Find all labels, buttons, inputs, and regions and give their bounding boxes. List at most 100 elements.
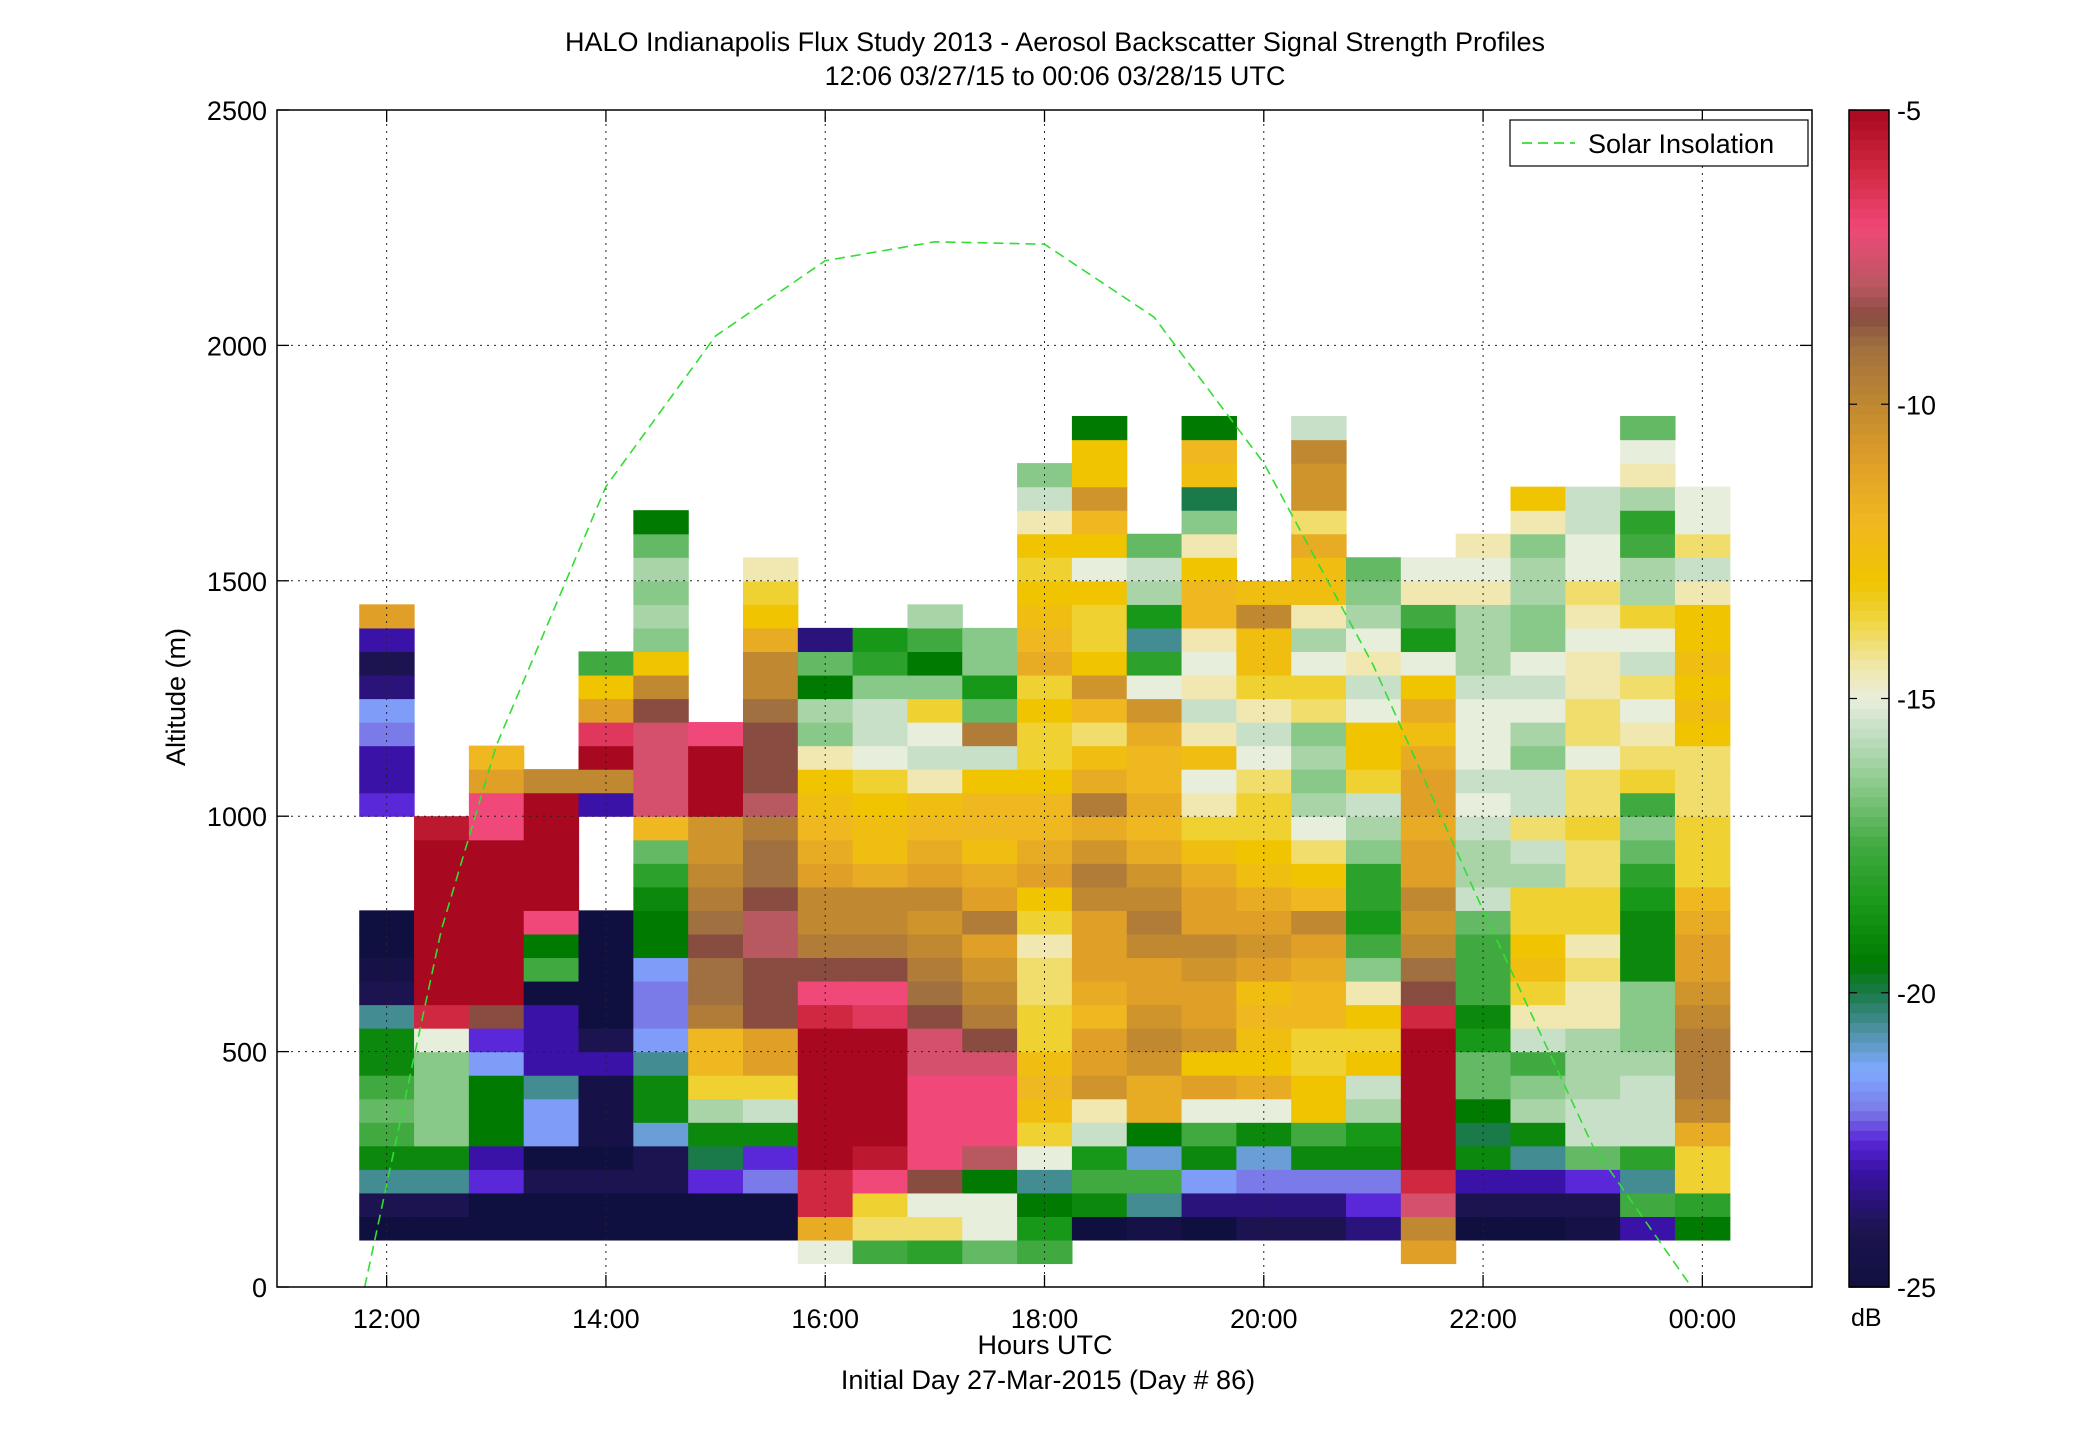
heatmap-cell: [1126, 745, 1183, 770]
heatmap-cell: [852, 698, 909, 723]
heatmap-cell: [907, 1145, 963, 1170]
heatmap-cell: [1236, 816, 1292, 841]
heatmap-cell: [468, 1192, 525, 1217]
colorbar-segment: [1849, 894, 1889, 906]
grid-lines: [277, 110, 1812, 1287]
heatmap-cell: [414, 1075, 470, 1100]
heatmap-cell: [633, 1122, 689, 1147]
heatmap-cell: [1346, 627, 1402, 653]
heatmap-cell: [1071, 839, 1128, 864]
heatmap-cell: [523, 769, 580, 794]
colorbar-segment: [1849, 904, 1889, 916]
heatmap-cell: [1126, 627, 1183, 653]
heatmap-cell: [1620, 1028, 1676, 1053]
heatmap-cell: [907, 839, 963, 864]
heatmap-cell: [1400, 886, 1457, 911]
colorbar-segment: [1849, 1218, 1889, 1229]
heatmap-cell: [468, 1098, 525, 1123]
heatmap-cell: [797, 816, 854, 841]
colorbar-segment: [1849, 286, 1889, 298]
heatmap-cell: [962, 957, 1018, 982]
heatmap-cell: [468, 1122, 525, 1147]
heatmap-cell: [414, 980, 470, 1006]
heatmap-cell: [1510, 1028, 1566, 1053]
heatmap-cell: [1620, 463, 1676, 488]
heatmap-cell: [633, 557, 689, 582]
heatmap-cell: [1181, 463, 1237, 488]
heatmap-cell: [962, 745, 1018, 770]
heatmap-cell: [414, 839, 470, 864]
heatmap-cell: [1291, 1169, 1347, 1194]
heatmap-cell: [523, 1004, 580, 1029]
heatmap-cell: [578, 1216, 634, 1241]
colorbar-segment: [1849, 306, 1889, 317]
heatmap-cell: [1620, 1216, 1676, 1241]
heatmap-cell: [1510, 1145, 1566, 1170]
heatmap-cell: [1510, 1216, 1566, 1241]
heatmap-cell: [523, 933, 580, 959]
heatmap-cell: [1181, 627, 1237, 653]
heatmap-cell: [468, 1028, 525, 1053]
heatmap-cell: [1565, 1145, 1621, 1170]
heatmap-cell: [1126, 980, 1183, 1006]
colorbar-segment: [1849, 826, 1889, 837]
colorbar-segment: [1849, 129, 1889, 141]
heatmap-cell: [688, 1004, 744, 1029]
heatmap-cell: [1126, 769, 1183, 794]
heatmap-cell: [468, 1216, 525, 1241]
heatmap-cell: [1510, 1192, 1566, 1217]
heatmap-cell: [468, 745, 525, 770]
heatmap-cell: [1291, 910, 1347, 935]
colorbar-segment: [1849, 423, 1889, 435]
heatmap-cell: [1620, 933, 1676, 959]
colorbar-segment: [1849, 737, 1889, 749]
heatmap-cell: [1017, 745, 1073, 770]
heatmap-cell: [523, 816, 580, 841]
heatmap-cell: [742, 1075, 799, 1100]
heatmap-cell: [1620, 557, 1676, 582]
heatmap-cell: [1674, 1145, 1731, 1170]
colorbar-segment: [1849, 198, 1889, 209]
heatmap-cell: [1565, 486, 1621, 511]
colorbar-segment: [1849, 688, 1889, 700]
heatmap-cell: [523, 1122, 580, 1147]
heatmap-cell: [962, 1192, 1018, 1217]
heatmap-cell: [797, 886, 854, 911]
heatmap-cell: [1071, 604, 1128, 629]
colorbar-segment: [1849, 669, 1889, 680]
heatmap-cell: [1620, 627, 1676, 653]
heatmap-cell: [1565, 863, 1621, 888]
heatmap-cell: [852, 886, 909, 911]
colorbar-segment: [1849, 110, 1889, 121]
heatmap-cell: [1071, 792, 1128, 817]
heatmap-cell: [1071, 745, 1128, 770]
heatmap-cell: [1181, 957, 1237, 982]
heatmap-cell: [907, 1051, 963, 1076]
heatmap-cell: [1291, 557, 1347, 582]
heatmap-cell: [414, 863, 470, 888]
heatmap-cell: [523, 1192, 580, 1217]
heatmap-cell: [1291, 980, 1347, 1006]
heatmap-cell: [633, 604, 689, 629]
heatmap-cell: [1565, 957, 1621, 982]
heatmap-cell: [1346, 769, 1402, 794]
heatmap-cell: [742, 1216, 799, 1241]
heatmap-cell: [907, 1169, 963, 1194]
heatmap-cell: [633, 1145, 689, 1170]
heatmap-cell: [1291, 792, 1347, 817]
heatmap-cell: [1291, 439, 1347, 464]
heatmap-cell: [1674, 816, 1731, 841]
x-tick-label: 14:00: [572, 1304, 640, 1334]
heatmap-cell: [1181, 863, 1237, 888]
heatmap-cell: [852, 1145, 909, 1170]
heatmap-cell: [688, 745, 744, 770]
heatmap-cell: [962, 1239, 1018, 1265]
colorbar-segment: [1849, 276, 1889, 288]
colorbar-segment: [1849, 139, 1889, 151]
heatmap-cell: [1400, 651, 1457, 676]
heatmap-cell: [1071, 1216, 1128, 1241]
colorbar-segment: [1849, 1208, 1889, 1220]
heatmap-cells: [359, 416, 1731, 1265]
heatmap-cell: [1510, 792, 1566, 817]
heatmap-cell: [633, 863, 689, 888]
